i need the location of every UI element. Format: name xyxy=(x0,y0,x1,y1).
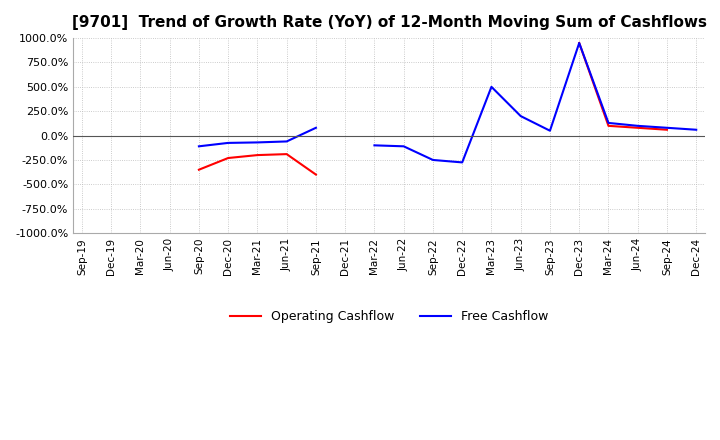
Operating Cashflow xyxy=(282,151,291,157)
Operating Cashflow xyxy=(312,172,320,177)
Operating Cashflow xyxy=(224,155,233,161)
Operating Cashflow xyxy=(575,40,583,46)
Free Cashflow xyxy=(575,40,583,46)
Free Cashflow xyxy=(487,84,496,89)
Line: Operating Cashflow: Operating Cashflow xyxy=(199,43,667,175)
Free Cashflow xyxy=(312,125,320,130)
Free Cashflow xyxy=(194,144,203,149)
Free Cashflow xyxy=(546,128,554,133)
Free Cashflow xyxy=(400,144,408,149)
Free Cashflow xyxy=(692,127,701,132)
Operating Cashflow xyxy=(604,123,613,128)
Free Cashflow xyxy=(282,139,291,144)
Legend: Operating Cashflow, Free Cashflow: Operating Cashflow, Free Cashflow xyxy=(225,305,553,328)
Operating Cashflow xyxy=(194,167,203,172)
Free Cashflow xyxy=(662,125,671,130)
Free Cashflow xyxy=(224,140,233,146)
Operating Cashflow xyxy=(253,152,262,158)
Free Cashflow xyxy=(604,120,613,125)
Free Cashflow xyxy=(253,140,262,145)
Operating Cashflow xyxy=(662,127,671,132)
Operating Cashflow xyxy=(634,125,642,130)
Free Cashflow xyxy=(428,158,437,163)
Free Cashflow xyxy=(458,160,467,165)
Title: [9701]  Trend of Growth Rate (YoY) of 12-Month Moving Sum of Cashflows: [9701] Trend of Growth Rate (YoY) of 12-… xyxy=(71,15,706,30)
Free Cashflow xyxy=(516,114,525,119)
Free Cashflow xyxy=(634,123,642,128)
Line: Free Cashflow: Free Cashflow xyxy=(199,43,696,162)
Free Cashflow xyxy=(370,143,379,148)
